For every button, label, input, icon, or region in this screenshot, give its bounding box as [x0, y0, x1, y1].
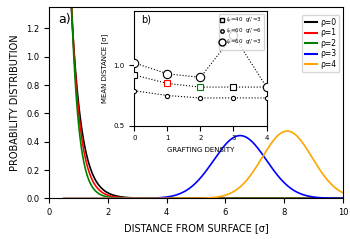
Legend: ρ=0, ρ=1, ρ=2, ρ=3, ρ=4: ρ=0, ρ=1, ρ=2, ρ=3, ρ=4 — [302, 15, 339, 72]
Y-axis label: PROBABILITY DISTRIBUTION: PROBABILITY DISTRIBUTION — [10, 34, 20, 171]
Text: a): a) — [58, 13, 70, 26]
X-axis label: DISTANCE FROM SURFACE [σ]: DISTANCE FROM SURFACE [σ] — [124, 223, 268, 233]
